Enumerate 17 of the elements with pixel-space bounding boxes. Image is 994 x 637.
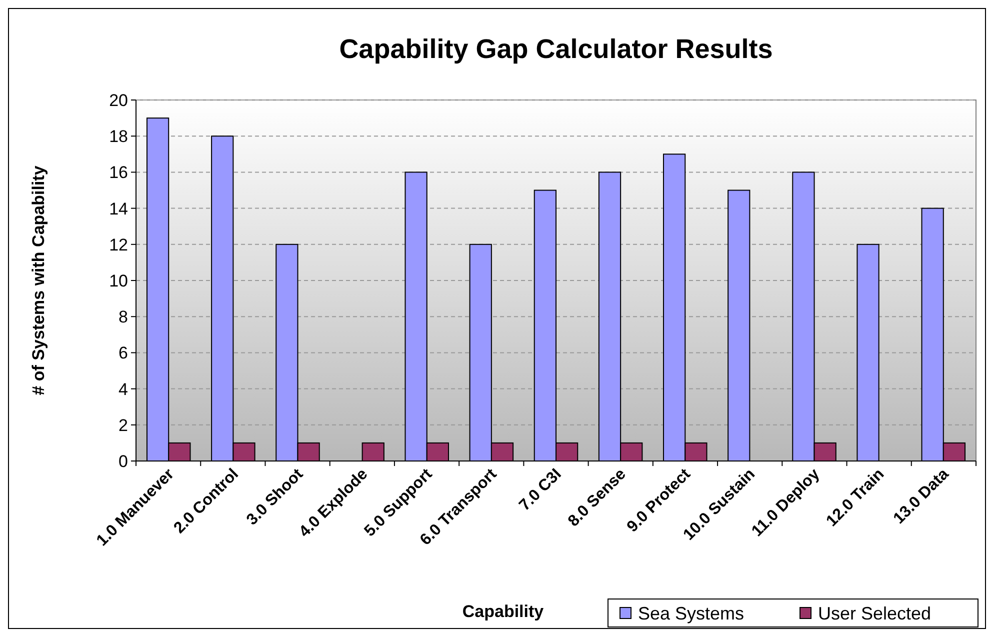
y-tick-label: 14 <box>109 199 128 218</box>
chart-title: Capability Gap Calculator Results <box>339 34 773 64</box>
x-axis-title: Capability <box>462 602 544 621</box>
y-tick-label: 6 <box>118 344 128 363</box>
legend-label: User Selected <box>818 603 932 624</box>
y-tick-label: 12 <box>109 235 128 254</box>
legend-label: Sea Systems <box>638 603 744 624</box>
y-tick-label: 8 <box>118 308 128 327</box>
y-axis-title: # of Systems with Capability <box>29 165 48 396</box>
x-tick-label: 7.0 C3I <box>516 466 565 514</box>
y-tick-label: 10 <box>109 271 128 290</box>
y-tick-label: 4 <box>118 380 128 399</box>
y-tick-label: 18 <box>109 127 128 146</box>
y-tick-label: 2 <box>118 416 128 435</box>
y-tick-label: 20 <box>109 90 128 110</box>
y-tick-label: 0 <box>118 452 128 471</box>
y-tick-label: 16 <box>109 163 128 182</box>
